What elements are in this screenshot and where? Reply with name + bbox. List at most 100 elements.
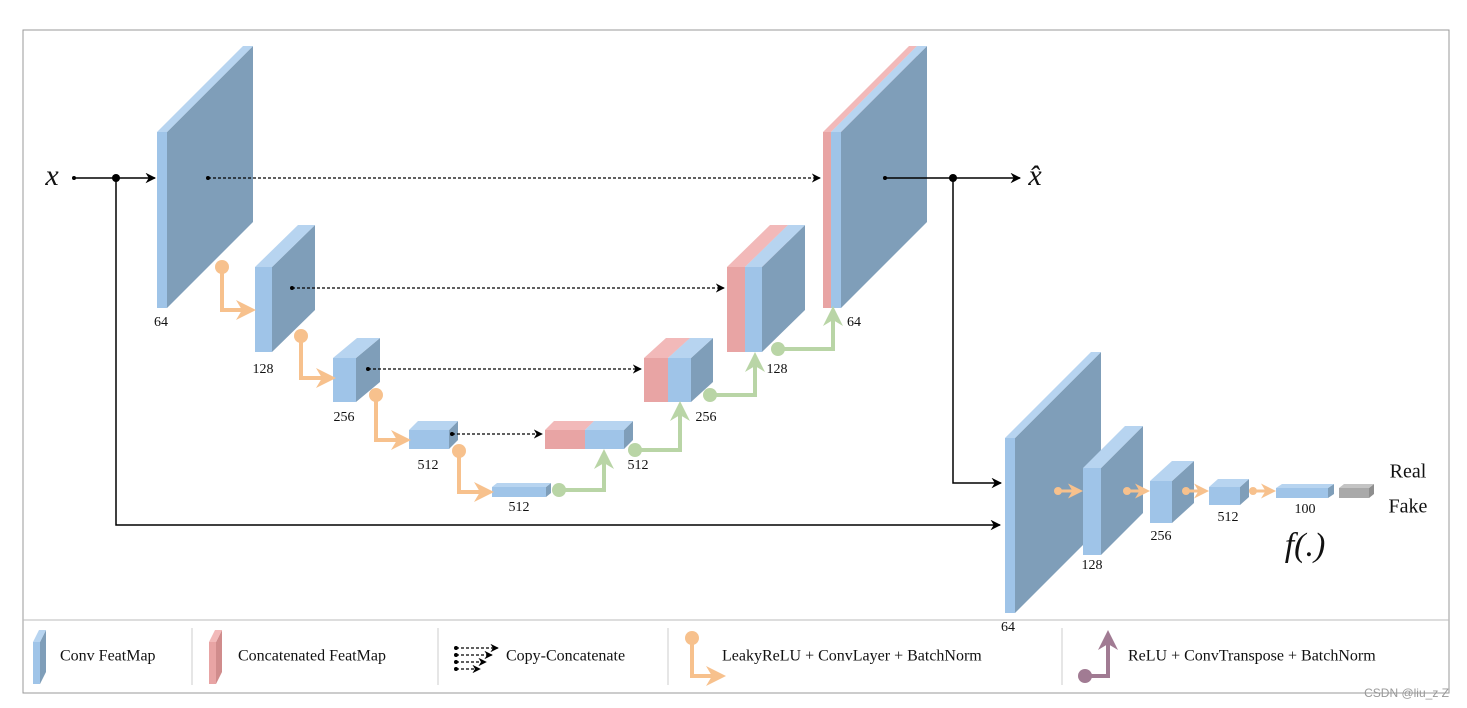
upconv-connector <box>710 352 765 397</box>
dot <box>366 367 370 371</box>
output-class: Fake <box>1389 496 1428 518</box>
block-top <box>333 338 380 358</box>
dot <box>454 646 458 650</box>
dot <box>703 388 717 402</box>
block-top <box>545 421 594 430</box>
encoder-label: 512 <box>418 458 439 473</box>
dot <box>949 174 957 182</box>
dot <box>1182 487 1190 495</box>
watermark: CSDN @liu_z Z <box>1364 686 1449 700</box>
output-class: Real <box>1390 461 1427 483</box>
block-side <box>167 46 253 308</box>
discriminator-label: 512 <box>1218 510 1239 525</box>
shapes <box>33 46 1374 686</box>
block-top <box>157 46 253 132</box>
block-front <box>209 642 216 684</box>
block-top <box>1150 461 1194 481</box>
leaky-connector <box>299 336 336 388</box>
block-top <box>831 46 927 132</box>
upconv-connector <box>559 449 614 492</box>
encoder-label: 512 <box>509 500 530 515</box>
dot <box>1249 487 1257 495</box>
block-front <box>644 358 668 402</box>
legend-relu <box>1085 630 1118 678</box>
block-side <box>40 630 46 684</box>
arrow <box>952 178 1003 489</box>
dot <box>628 443 642 457</box>
dot <box>112 174 120 182</box>
block-front <box>823 132 831 308</box>
block-top <box>745 225 805 267</box>
block-top <box>1209 479 1249 487</box>
block-side <box>216 630 222 684</box>
block-side <box>1240 479 1249 505</box>
block-front <box>1083 468 1101 555</box>
encoder-label: 256 <box>334 410 355 425</box>
dot <box>290 286 294 290</box>
dot <box>685 631 699 645</box>
dot <box>450 432 454 436</box>
block-front <box>1005 438 1015 613</box>
frame <box>22 29 1450 694</box>
discriminator-label: 100 <box>1295 502 1316 517</box>
block-front <box>1209 487 1240 505</box>
decoder-label: 256 <box>696 410 717 425</box>
block-top <box>33 630 46 642</box>
dot <box>771 342 785 356</box>
dot <box>454 667 458 671</box>
block-side <box>1369 484 1374 498</box>
legend-text: Concatenated FeatMap <box>238 648 386 665</box>
block-front <box>157 132 167 308</box>
encoder-label: 128 <box>253 362 274 377</box>
block-front <box>409 430 449 449</box>
block-front <box>727 267 745 352</box>
legend-text: ReLU + ConvTranspose + BatchNorm <box>1128 648 1376 665</box>
block-top <box>1005 352 1101 438</box>
decoder-label: 128 <box>767 362 788 377</box>
discriminator-label: 64 <box>1001 620 1015 635</box>
block-top <box>644 338 690 358</box>
legend-text: Copy-Concatenate <box>506 648 625 665</box>
block-front <box>333 358 356 402</box>
block-side <box>546 483 551 497</box>
block-front <box>1339 488 1369 498</box>
block-top <box>255 225 315 267</box>
dot <box>883 176 887 180</box>
block-top <box>492 483 551 487</box>
block-front <box>545 430 585 449</box>
block-front <box>33 642 40 684</box>
block-top <box>1276 484 1334 488</box>
legend-leaky <box>690 638 726 686</box>
block-front <box>1150 481 1172 523</box>
output-label: x̂ <box>1027 159 1042 192</box>
decoder-label: 64 <box>847 315 861 330</box>
leaky-connector <box>374 395 411 450</box>
block-front <box>585 430 624 449</box>
dot <box>454 660 458 664</box>
dot <box>552 483 566 497</box>
upconv-connector <box>635 401 690 452</box>
block-top <box>209 630 222 642</box>
dot <box>369 388 383 402</box>
block-side <box>762 225 805 352</box>
block-side <box>1015 352 1101 613</box>
dot <box>454 653 458 657</box>
block-top <box>727 225 788 267</box>
block-front <box>1276 488 1328 498</box>
block-top <box>823 46 917 132</box>
dot <box>206 176 210 180</box>
block-side <box>1101 426 1143 555</box>
block-front <box>831 132 841 308</box>
dot <box>1123 487 1131 495</box>
block-front <box>668 358 691 402</box>
block-top <box>1339 484 1374 488</box>
dot <box>1078 669 1092 683</box>
dot <box>1054 487 1062 495</box>
legend-text: LeakyReLU + ConvLayer + BatchNorm <box>722 648 982 665</box>
discriminator-label: 128 <box>1082 558 1103 573</box>
decoder-label: 512 <box>628 458 649 473</box>
block-front <box>745 267 762 352</box>
block-side <box>691 338 713 402</box>
block-front <box>255 267 272 352</box>
